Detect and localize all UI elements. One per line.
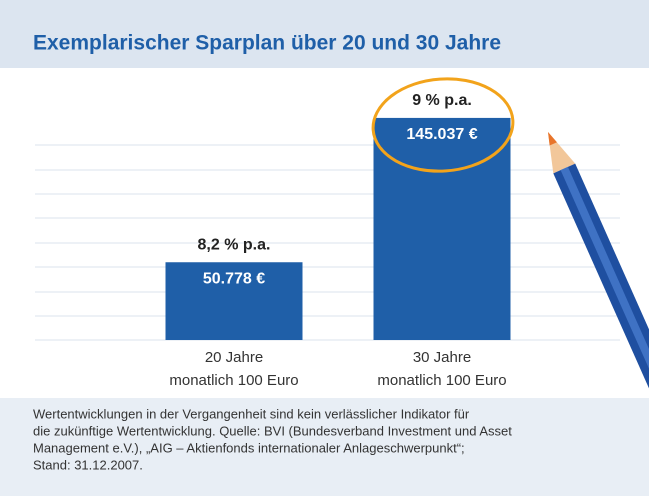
title-band <box>0 0 649 68</box>
footer-band <box>0 398 649 496</box>
footnote-line: Stand: 31.12.2007. <box>33 457 143 472</box>
x-tick-label: 20 Jahre <box>205 349 263 366</box>
footnote-line: Wertentwicklungen in der Vergangenheit s… <box>33 406 470 421</box>
value-label: 50.778 € <box>203 270 265 287</box>
footnote-line: Management e.V.), „AIG – Aktienfonds int… <box>33 440 465 455</box>
value-label: 145.037 € <box>406 126 477 143</box>
rate-label: 8,2 % p.a. <box>198 236 271 253</box>
chart-title: Exemplarischer Sparplan über 20 und 30 J… <box>33 32 501 55</box>
rate-label: 9 % p.a. <box>412 92 472 109</box>
footnote-line: die zukünftige Wertentwicklung. Quelle: … <box>33 423 512 438</box>
plot-background <box>0 68 649 398</box>
x-tick-label: 30 Jahre <box>413 349 471 366</box>
bar <box>165 262 303 340</box>
decor-lines <box>35 144 620 341</box>
x-tick-note: monatlich 100 Euro <box>377 372 506 389</box>
x-tick-note: monatlich 100 Euro <box>169 372 298 389</box>
highlight-circle <box>371 77 515 173</box>
pencil <box>548 132 649 475</box>
bar <box>373 117 511 340</box>
